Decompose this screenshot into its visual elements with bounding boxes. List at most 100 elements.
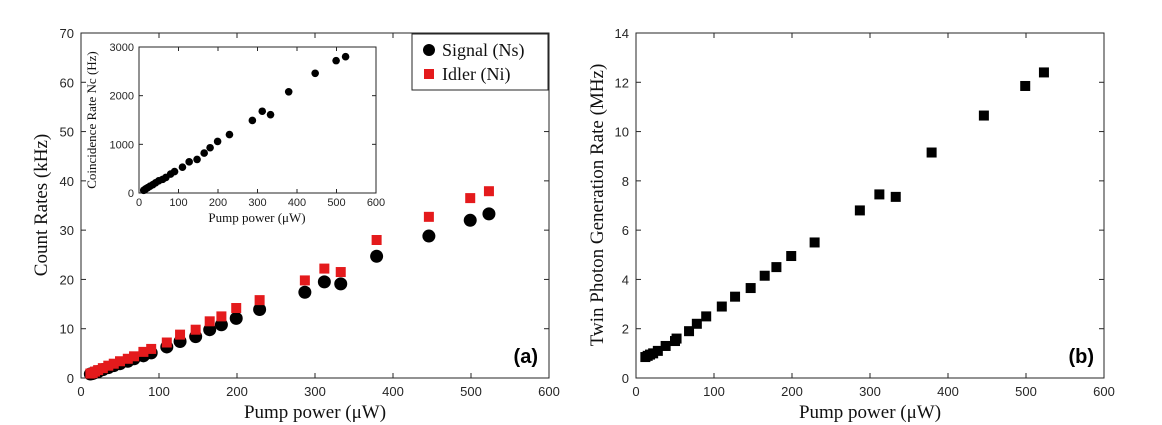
twin-photon-point xyxy=(716,301,727,312)
panel-a-x-axis-label: Pump power (μW) xyxy=(244,402,386,423)
panel-a-legend: Signal (Ns) Idler (Ni) xyxy=(411,33,549,91)
inset-y-tick-label: 2000 xyxy=(110,91,134,103)
coincidence-point xyxy=(193,155,201,164)
panel-a-ticks: 0 100 200 300 400 500 600 0 10 20 30 40 50 60 70 xyxy=(60,26,560,399)
inset-x-tick-label: 0 xyxy=(136,197,142,209)
idler-point xyxy=(465,193,476,204)
coincidence-point xyxy=(225,130,234,139)
inset-x-axis-label: Pump power (μW) xyxy=(208,210,305,225)
idler-point xyxy=(299,275,310,286)
panel-b-x-tick-label: 600 xyxy=(1093,384,1115,399)
signal-point xyxy=(214,318,228,332)
panel-a-x-tick-label: 200 xyxy=(226,384,248,399)
twin-photon-point xyxy=(926,147,937,158)
coincidence-point xyxy=(170,167,179,176)
inset-y-tick-label: 0 xyxy=(128,188,134,200)
panel-a-x-tick-label: 0 xyxy=(77,384,84,399)
twin-photon-point xyxy=(890,191,901,202)
twin-photon-point xyxy=(701,311,712,322)
panel-b-y-tick-label: 8 xyxy=(622,174,629,189)
idler-point xyxy=(138,346,149,357)
idler-point xyxy=(129,351,140,362)
coincidence-point xyxy=(341,52,350,61)
legend-idler-label: Idler (Ni) xyxy=(442,64,510,85)
coincidence-point xyxy=(266,110,275,119)
legend-signal-label: Signal (Ns) xyxy=(442,40,525,61)
panel-b-ticks: 0 100 200 300 400 500 600 0 2 4 6 8 10 12 14 xyxy=(615,26,1115,399)
panel-b-label: (b) xyxy=(1068,346,1094,368)
signal-point xyxy=(229,311,243,325)
twin-photon-point xyxy=(759,270,770,281)
panel-a-y-tick-label: 10 xyxy=(60,322,74,337)
inset-x-tick-label: 400 xyxy=(288,197,306,209)
inset-background xyxy=(139,47,376,193)
panel-a-x-tick-label: 100 xyxy=(148,384,170,399)
panel-a-chart: 0 100 200 300 400 500 600 0 10 20 30 40 50 60 70 Pump … xyxy=(31,26,560,423)
idler-point xyxy=(254,295,265,306)
panel-b-y-tick-label: 12 xyxy=(615,75,629,90)
twin-photon-point xyxy=(691,318,702,329)
signal-point xyxy=(422,229,436,243)
signal-point xyxy=(298,285,312,299)
panel-b-x-tick-label: 400 xyxy=(937,384,959,399)
idler-point xyxy=(122,353,133,364)
idler-point xyxy=(175,329,186,340)
panel-a-x-tick-label: 600 xyxy=(538,384,560,399)
coincidence-point xyxy=(284,87,293,96)
panel-a-x-tick-label: 500 xyxy=(460,384,482,399)
legend-signal-marker xyxy=(423,44,435,56)
idler-point xyxy=(319,263,330,274)
signal-point xyxy=(253,302,267,316)
signal-point xyxy=(370,249,384,263)
idler-point xyxy=(146,343,157,354)
panel-b-y-tick-label: 6 xyxy=(622,223,629,238)
coincidence-point xyxy=(311,69,319,78)
idler-point xyxy=(423,211,434,222)
coincidence-point xyxy=(248,116,257,125)
idler-point xyxy=(108,358,119,369)
panel-b-x-axis-label: Pump power (μW) xyxy=(799,402,941,423)
twin-photon-point xyxy=(652,345,663,356)
panel-b-y-tick-label: 10 xyxy=(615,125,629,140)
panel-a-y-tick-label: 50 xyxy=(60,125,74,140)
panel-a-y-tick-label: 0 xyxy=(67,371,74,386)
panel-b-x-tick-label: 0 xyxy=(632,384,639,399)
panel-a-x-tick-label: 300 xyxy=(304,384,326,399)
panel-a-y-tick-label: 30 xyxy=(60,223,74,238)
panel-a-markers xyxy=(83,186,496,381)
inset-ticks: 0 100 200 300 400 500 600 0 1000 2000 3000 xyxy=(110,42,386,209)
inset-y-axis-label: Coincidence Rate Nc (Hz) xyxy=(84,51,99,189)
coincidence-point xyxy=(213,137,222,146)
twin-photon-point xyxy=(745,283,756,294)
coincidence-point xyxy=(200,149,208,157)
panel-b-x-tick-label: 100 xyxy=(703,384,725,399)
panel-a-y-tick-label: 70 xyxy=(60,26,74,41)
panel-a-y-axis-label: Count Rates (kHz) xyxy=(31,134,52,276)
panel-a-y-tick-label: 20 xyxy=(60,272,74,287)
signal-point xyxy=(482,207,496,221)
twin-photon-point xyxy=(874,189,885,200)
inset-y-tick-label: 1000 xyxy=(110,139,134,151)
coincidence-point xyxy=(258,107,267,116)
panel-b-y-tick-label: 4 xyxy=(622,272,629,287)
signal-point xyxy=(203,323,217,337)
twin-photon-point xyxy=(978,110,989,121)
panel-a-y-tick-label: 40 xyxy=(60,174,74,189)
inset-x-tick-label: 200 xyxy=(209,197,227,209)
signal-point xyxy=(334,277,348,291)
twin-photon-point xyxy=(730,291,741,302)
idler-point xyxy=(97,363,108,374)
idler-point xyxy=(231,303,242,314)
twin-photon-point xyxy=(671,333,682,344)
panel-b-chart: 0 100 200 300 400 500 600 0 2 4 6 8 10 12 14 Pump powe… xyxy=(587,26,1115,423)
panel-b-markers xyxy=(640,67,1049,363)
inset-x-tick-label: 500 xyxy=(327,197,345,209)
inset-y-tick-label: 3000 xyxy=(110,42,134,54)
signal-point xyxy=(463,213,477,227)
idler-point xyxy=(216,311,227,322)
idler-point xyxy=(483,186,494,197)
twin-photon-point xyxy=(660,340,671,351)
twin-photon-point xyxy=(771,262,782,273)
legend-idler-marker xyxy=(424,69,434,79)
coincidence-point xyxy=(206,143,214,152)
